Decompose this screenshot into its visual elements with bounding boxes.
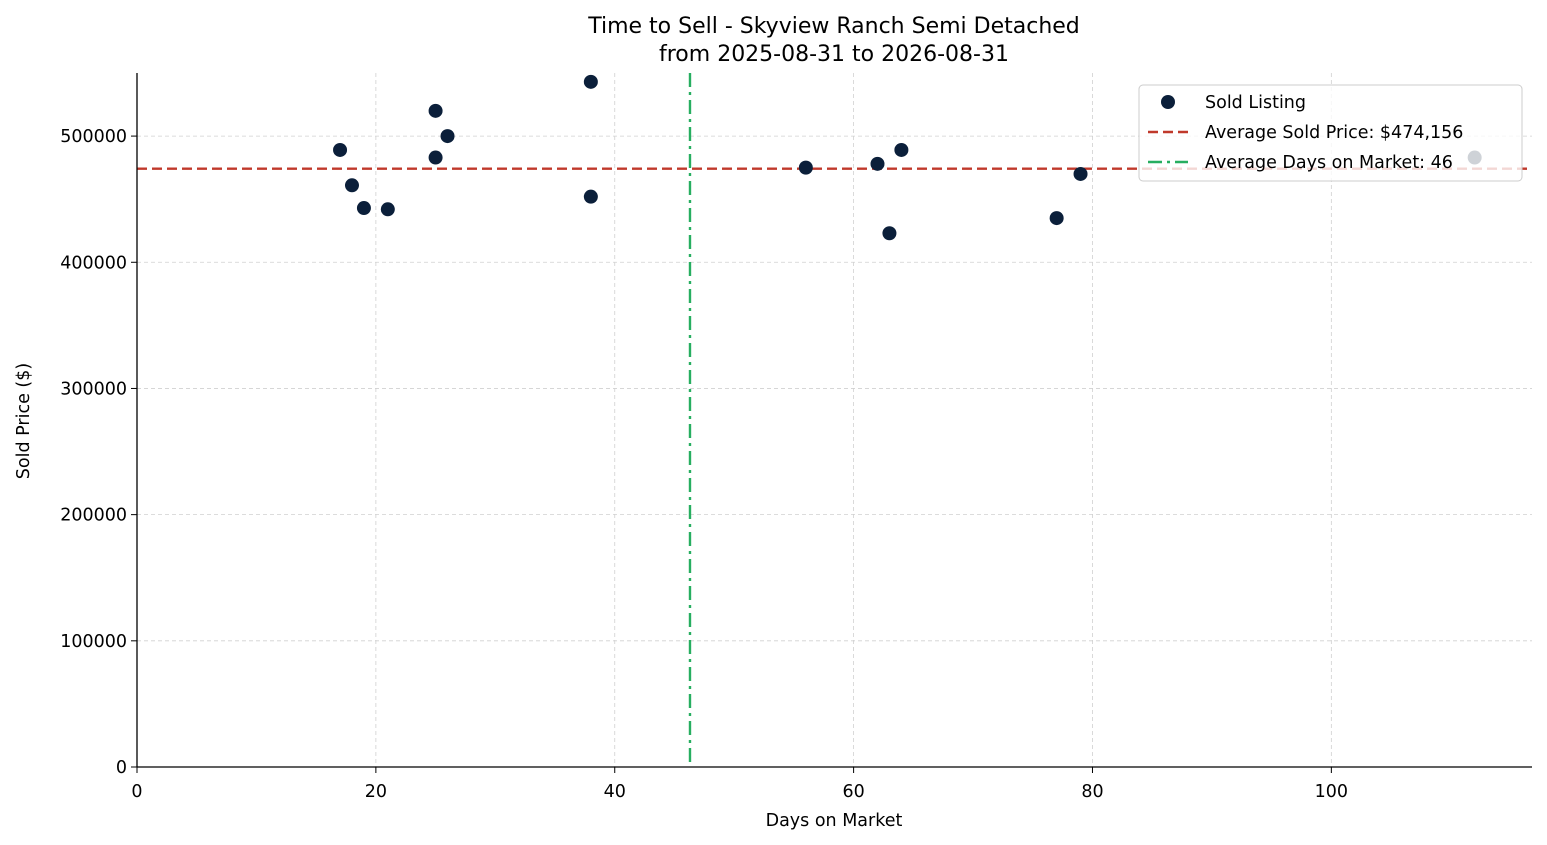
y-axis-label: Sold Price ($) bbox=[14, 363, 34, 479]
data-point bbox=[428, 150, 443, 165]
data-point bbox=[333, 142, 348, 157]
data-point bbox=[344, 178, 359, 193]
x-tick-label: 60 bbox=[842, 782, 864, 802]
legend-average-price-label: Average Sold Price: $474,156 bbox=[1205, 123, 1463, 143]
data-point bbox=[798, 160, 813, 175]
tick-labels: 0 20 40 60 80 100 0 100000 200000 300000 400000 500… bbox=[60, 127, 1348, 802]
x-axis-label: Days on Market bbox=[766, 811, 903, 831]
legend-box bbox=[1138, 84, 1523, 182]
data-point bbox=[380, 202, 395, 217]
data-point bbox=[428, 103, 443, 118]
y-tick-label: 300000 bbox=[60, 379, 127, 399]
data-point bbox=[870, 156, 885, 171]
legend: Sold Listing Average Sold Price: $474,156… bbox=[1138, 84, 1523, 182]
x-tick-label: 20 bbox=[365, 782, 387, 802]
chart-title: Time to Sell - Skyview Ranch Semi Detach… bbox=[587, 14, 1080, 39]
data-point bbox=[882, 226, 897, 241]
legend-sold-listing-marker bbox=[1161, 95, 1175, 109]
y-tick-label: 200000 bbox=[60, 506, 127, 526]
chart-subtitle: from 2025-08-31 to 2026-08-31 bbox=[659, 42, 1009, 67]
x-tick-label: 100 bbox=[1315, 782, 1348, 802]
legend-sold-listing-label: Sold Listing bbox=[1205, 93, 1306, 113]
data-point bbox=[1049, 211, 1064, 226]
data-point bbox=[583, 189, 598, 204]
y-tick-label: 0 bbox=[116, 758, 127, 778]
x-tick-label: 40 bbox=[604, 782, 626, 802]
x-tick-label: 80 bbox=[1081, 782, 1103, 802]
legend-average-days-label: Average Days on Market: 46 bbox=[1205, 153, 1453, 173]
data-point bbox=[894, 142, 909, 157]
scatter-points bbox=[333, 74, 1482, 241]
x-tick-label: 0 bbox=[131, 782, 142, 802]
data-point bbox=[440, 129, 455, 144]
data-point bbox=[356, 201, 371, 216]
axes bbox=[131, 73, 1532, 773]
y-tick-label: 500000 bbox=[60, 127, 127, 147]
data-point bbox=[583, 74, 598, 89]
y-tick-label: 100000 bbox=[60, 632, 127, 652]
data-point bbox=[1073, 166, 1088, 181]
y-tick-label: 400000 bbox=[60, 253, 127, 273]
